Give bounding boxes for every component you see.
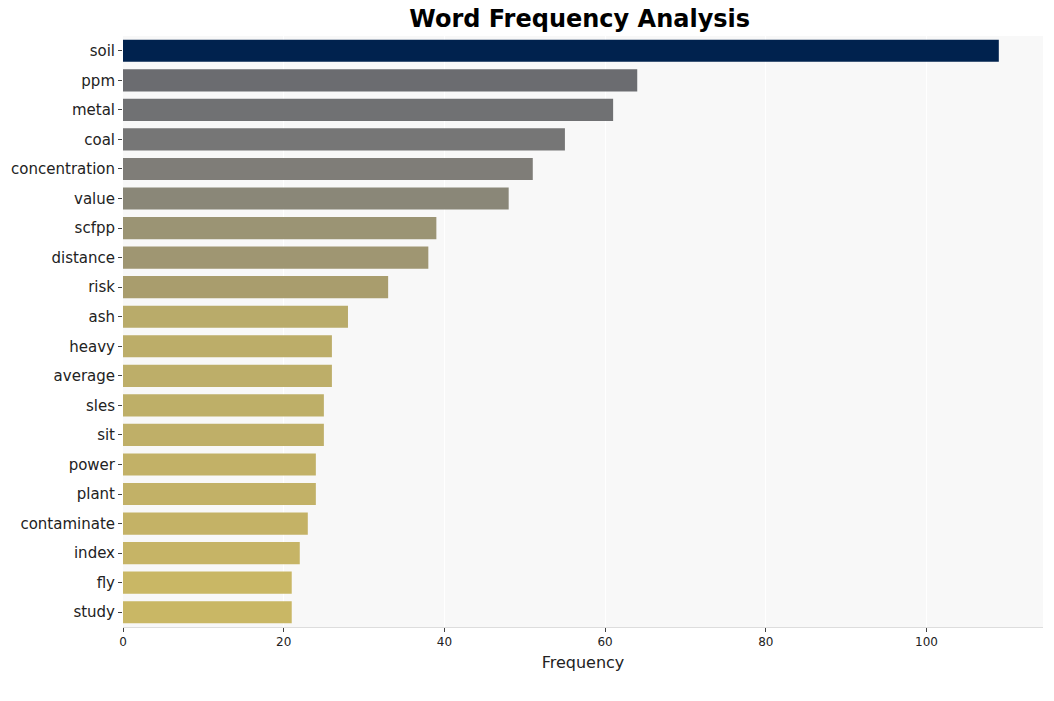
svg-text:ppm: ppm bbox=[81, 72, 115, 90]
svg-text:risk: risk bbox=[88, 278, 115, 296]
svg-text:0: 0 bbox=[119, 635, 127, 649]
svg-text:Frequency: Frequency bbox=[542, 653, 625, 672]
svg-text:study: study bbox=[73, 603, 115, 621]
svg-text:concentration: concentration bbox=[11, 160, 115, 178]
svg-text:soil: soil bbox=[90, 42, 115, 60]
svg-text:Word Frequency Analysis: Word Frequency Analysis bbox=[409, 5, 750, 33]
svg-text:20: 20 bbox=[276, 635, 291, 649]
svg-text:value: value bbox=[74, 190, 115, 208]
svg-text:fly: fly bbox=[97, 574, 115, 592]
svg-text:metal: metal bbox=[72, 101, 115, 119]
svg-text:average: average bbox=[54, 367, 115, 385]
svg-text:sles: sles bbox=[86, 397, 115, 415]
svg-text:coal: coal bbox=[84, 131, 115, 149]
svg-text:index: index bbox=[74, 544, 115, 562]
svg-text:plant: plant bbox=[77, 485, 115, 503]
svg-text:80: 80 bbox=[758, 635, 773, 649]
svg-text:heavy: heavy bbox=[69, 338, 115, 356]
svg-text:contaminate: contaminate bbox=[20, 515, 115, 533]
svg-text:60: 60 bbox=[597, 635, 612, 649]
svg-text:100: 100 bbox=[915, 635, 938, 649]
svg-text:40: 40 bbox=[437, 635, 452, 649]
svg-text:power: power bbox=[69, 456, 116, 474]
svg-text:scfpp: scfpp bbox=[75, 219, 115, 237]
svg-text:sit: sit bbox=[97, 426, 115, 444]
svg-text:distance: distance bbox=[51, 249, 115, 267]
svg-text:ash: ash bbox=[88, 308, 115, 326]
